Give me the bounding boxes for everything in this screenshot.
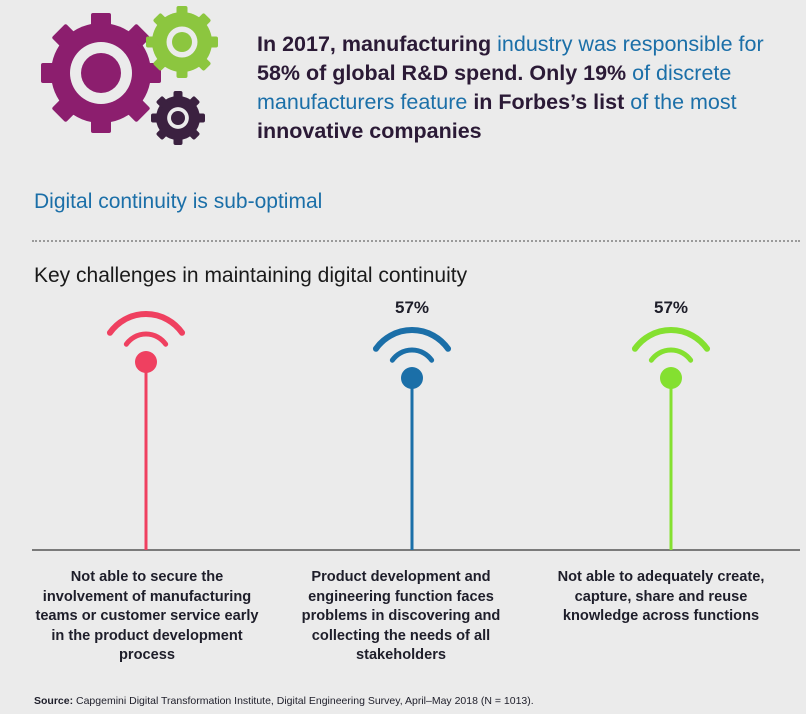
signal-dot [660,367,682,389]
signal-arc [648,347,694,363]
signal-arc [389,347,435,363]
section-title: Digital continuity is sub-optimal [34,190,323,213]
wifi-signal-icon [106,311,186,550]
challenge-description: Not able to adequately create, capture, … [557,569,765,624]
chart-title: Key challenges in maintaining digital co… [34,264,468,287]
headline-part: In 2017, manufacturing [257,32,498,56]
signal-dot [135,351,157,373]
divider [32,240,800,242]
signal-dot [401,367,423,389]
headline-part: industry was responsible for [497,32,764,56]
value-label: 57% [395,300,429,317]
source-text: Capgemini Digital Transformation Institu… [73,695,534,707]
signal-arc [106,311,186,336]
headline-part: in Forbes’s list [467,90,631,114]
headline-part: of the most [630,90,737,114]
signal-arc [372,327,452,352]
headline-part: of discrete manufacturers feature [257,61,732,114]
source-note: Source: Capgemini Digital Transformation… [34,695,534,707]
chart: 59% 57% 57% [32,300,800,551]
headline: In 2017, manufacturing industry was resp… [257,30,787,146]
gear-icon [151,91,205,145]
gears-illustration [41,6,218,145]
source-label: Source: [34,695,74,707]
gear-icon [146,6,218,78]
headline-part: 58% of global R&D spend. Only 19% [257,61,633,85]
value-label: 59% [129,300,163,301]
wifi-signal-icon [372,327,452,550]
challenge-description: Not able to secure the involvement of ma… [35,569,259,663]
wifi-signal-icon [631,327,711,550]
signal-arc [123,331,169,347]
value-label: 57% [654,300,688,317]
headline-part: innovative companies [257,119,482,143]
challenge-description: Product development and engineering func… [301,569,501,663]
gear-icon [41,13,161,133]
signal-arc [631,327,711,352]
